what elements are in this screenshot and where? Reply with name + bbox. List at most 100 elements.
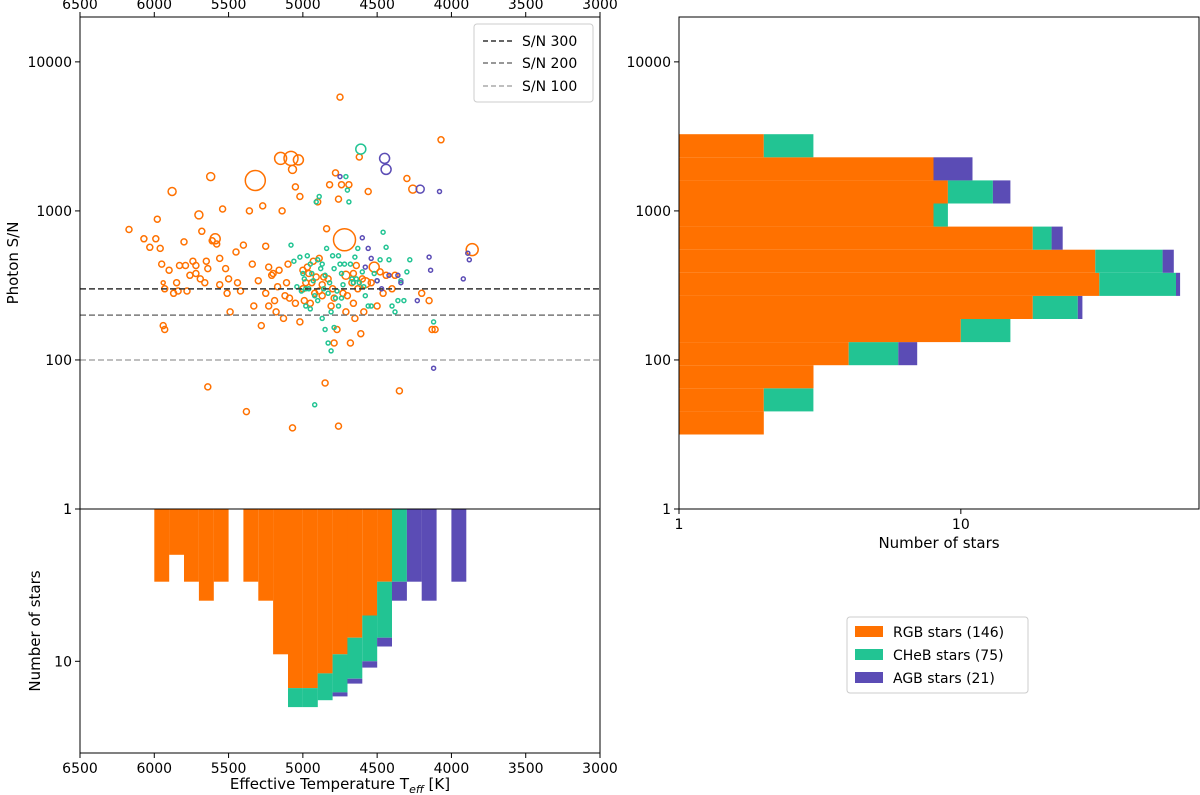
cheb-point xyxy=(328,309,334,315)
cheb-point xyxy=(392,309,398,315)
cheb-legend-swatch xyxy=(855,649,883,660)
rgb-point xyxy=(287,164,298,175)
sn-x-axis: 1 10 xyxy=(675,509,970,533)
scatter-y-label: Photon S/N xyxy=(4,222,22,305)
rgb-point xyxy=(345,180,353,189)
cheb-sn-bar xyxy=(1099,272,1176,296)
rgb-point xyxy=(349,269,358,278)
rgb-point xyxy=(373,302,381,310)
cheb-point xyxy=(337,261,343,267)
cheb-point xyxy=(332,295,339,301)
rgb-legend-swatch xyxy=(855,626,883,637)
rgb-point xyxy=(209,233,221,245)
teff-x-tick-label: 6500 xyxy=(62,761,98,777)
rgb-point xyxy=(358,275,367,283)
rgb-sn-bar xyxy=(679,388,764,412)
rgb-point xyxy=(431,325,439,334)
rgb-point xyxy=(244,169,267,192)
cheb-point xyxy=(309,270,315,277)
rgb-point xyxy=(284,260,292,268)
cheb-point xyxy=(328,348,334,354)
cheb-teff-bar xyxy=(347,637,363,679)
rgb-point xyxy=(403,174,411,183)
rgb-point xyxy=(254,276,263,285)
cheb-point xyxy=(335,253,342,259)
rgb-teff-bar xyxy=(332,509,348,655)
cheb-point xyxy=(386,257,392,263)
cheb-point xyxy=(314,297,321,304)
cheb-point xyxy=(347,261,354,267)
scatter-x-tick-label: 5500 xyxy=(211,0,247,13)
agb-point xyxy=(460,276,467,282)
cheb-point xyxy=(344,187,351,193)
rgb-point xyxy=(192,261,200,270)
cheb-point xyxy=(383,244,389,251)
cheb-point xyxy=(353,276,360,282)
agb-point xyxy=(374,277,380,284)
rgb-sn-bar xyxy=(679,157,934,181)
rgb-point xyxy=(321,379,329,387)
cheb-point xyxy=(338,270,345,277)
rgb-sn-bar xyxy=(679,180,948,204)
rgb-point xyxy=(239,241,248,249)
sn-x-tick-label: 10 xyxy=(952,517,970,533)
agb-legend-label: AGB stars (21) xyxy=(893,671,995,687)
rgb-teff-bar xyxy=(213,509,229,582)
cheb-point xyxy=(331,265,337,272)
cheb-point xyxy=(313,199,319,205)
cheb-point xyxy=(319,261,325,267)
population-legend-box xyxy=(846,616,1029,694)
cheb-point xyxy=(346,199,352,205)
cheb-point xyxy=(334,288,340,294)
cheb-point xyxy=(307,306,314,312)
rgb-point xyxy=(205,171,216,182)
agb-point xyxy=(386,272,392,279)
rgb-point xyxy=(175,261,184,270)
cheb-point xyxy=(430,319,437,325)
agb-sn-bar xyxy=(1176,272,1181,296)
sn-legend-box xyxy=(473,23,594,103)
rgb-teff-bar xyxy=(317,509,333,674)
rgb-point xyxy=(376,268,384,276)
rgb-teff-bar xyxy=(154,509,170,582)
sn200-legend-label: S/N 200 xyxy=(522,56,577,72)
rgb-point xyxy=(330,339,338,347)
agb-point xyxy=(466,257,473,263)
agb-point xyxy=(365,245,371,252)
cheb-point xyxy=(401,297,407,304)
rgb-point xyxy=(261,289,270,298)
rgb-teff-bar xyxy=(362,509,378,616)
rgb-point xyxy=(172,278,181,287)
rgb-point xyxy=(156,244,164,253)
teff-x-tick-label: 5500 xyxy=(211,761,247,777)
cheb-point xyxy=(303,303,309,309)
cheb-teff-bar xyxy=(392,509,407,582)
rgb-teff-bar xyxy=(198,509,214,601)
rgb-point xyxy=(270,296,279,305)
cheb-point xyxy=(371,270,377,277)
rgb-point xyxy=(382,271,390,280)
sn-histogram-panel: 1 10 1 100 1000 10000 Number of stars xyxy=(626,16,1200,552)
rgb-sn-bar xyxy=(679,249,1096,273)
rgb-point xyxy=(342,308,350,316)
cheb-point xyxy=(319,315,325,322)
scatter-y-tick-label: 1000 xyxy=(36,204,72,220)
teff-x-tick-label: 4500 xyxy=(359,761,395,777)
rgb-point xyxy=(351,314,359,323)
rgb-point xyxy=(125,225,133,234)
cheb-point xyxy=(338,295,345,301)
cheb-point xyxy=(398,277,404,284)
rgb-point xyxy=(250,302,258,310)
cheb-teff-bar xyxy=(317,673,333,701)
rgb-point xyxy=(159,321,167,330)
cheb-point xyxy=(322,326,328,333)
cheb-point xyxy=(331,324,337,331)
cheb-point xyxy=(325,290,331,297)
scatter-y-axis: 1 100 1000 10000 xyxy=(27,55,80,518)
rgb-point xyxy=(261,242,270,250)
rgb-point xyxy=(218,205,227,213)
cheb-point xyxy=(311,292,318,299)
rgb-point xyxy=(292,154,305,166)
rgb-point xyxy=(196,275,205,283)
